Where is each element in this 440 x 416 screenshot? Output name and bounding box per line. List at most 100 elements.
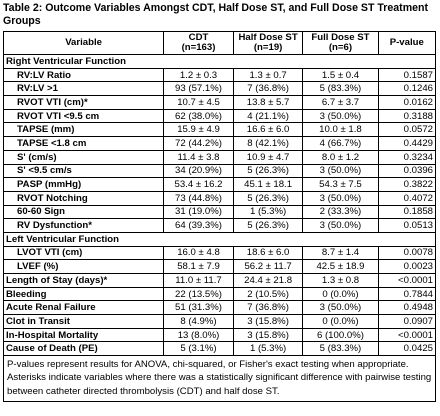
cell-half-dose: 18.6 ± 6.0 <box>232 245 304 261</box>
table-row: Clot in Transit 8 (4.9%) 3 (15.8%) 0 (0.… <box>2 314 437 329</box>
cell-cdt: 11.0 ± 11.7 <box>163 273 234 288</box>
header-cdt: CDT (n=163) <box>163 31 234 55</box>
cell-cdt: 64 (39.3%) <box>163 218 234 233</box>
header-half-dose-n: (n=19) <box>253 42 283 53</box>
cell-half-dose: 8 (42.1%) <box>232 136 304 151</box>
cell-full-dose: 8.7 ± 1.4 <box>302 245 379 261</box>
cell-p-value: 0.0425 <box>377 341 437 357</box>
row-label: TAPSE (mm) <box>2 122 165 138</box>
cell-full-dose: 1.5 ± 0.4 <box>302 67 379 83</box>
table-row: S' <9.5 cm/s 34 (20.9%) 5 (26.3%) 3 (50.… <box>2 163 437 179</box>
row-label: RV:LV >1 <box>2 81 165 97</box>
cell-half-dose: 16.6 ± 6.0 <box>232 122 304 138</box>
row-label: RVOT VTI (cm)* <box>2 95 165 110</box>
cell-full-dose: 3 (50.0%) <box>302 218 379 233</box>
cell-p-value: 0.0023 <box>377 259 437 274</box>
cell-cdt: 34 (20.9%) <box>163 163 234 179</box>
table-row: RVOT Notching 73 (44.8%) 5 (26.3%) 3 (50… <box>2 190 437 206</box>
table-row: In-Hospital Mortality 13 (8.0%) 3 (15.8%… <box>2 327 437 343</box>
row-label: Acute Renal Failure <box>2 300 165 316</box>
cell-p-value: <0.0001 <box>377 327 437 343</box>
row-label: In-Hospital Mortality <box>2 327 165 343</box>
row-label: RV Dysfunction* <box>2 218 165 233</box>
cell-half-dose: 3 (15.8%) <box>232 314 304 329</box>
cell-half-dose: 5 (26.3%) <box>232 163 304 179</box>
cell-half-dose: 45.1 ± 18.1 <box>232 177 304 192</box>
cell-cdt: 16.0 ± 4.8 <box>163 245 234 261</box>
table-row: Cause of Death (PE) 5 (3.1%) 1 (5.3%) 5 … <box>2 341 437 357</box>
cell-cdt: 13 (8.0%) <box>163 327 234 343</box>
cell-full-dose: 10.0 ± 1.8 <box>302 122 379 138</box>
header-full-dose-n: (n=6) <box>328 42 353 53</box>
cell-p-value: 0.0572 <box>377 122 437 138</box>
table-row: LVOT VTI (cm) 16.0 ± 4.8 18.6 ± 6.0 8.7 … <box>2 245 437 261</box>
cell-half-dose: 3 (15.8%) <box>232 327 304 343</box>
cell-full-dose: 3 (50.0%) <box>302 300 379 316</box>
cell-cdt: 31 (19.0%) <box>163 204 234 220</box>
cell-full-dose: 5 (83.3%) <box>302 81 379 97</box>
cell-p-value: 0.0907 <box>377 314 437 329</box>
cell-half-dose: 1 (5.3%) <box>232 341 304 357</box>
row-label: LVOT VTI (cm) <box>2 245 165 261</box>
cell-full-dose: 2 (33.3%) <box>302 204 379 220</box>
cell-cdt: 15.9 ± 4.9 <box>163 122 234 138</box>
cell-half-dose: 1 (5.3%) <box>232 204 304 220</box>
cell-full-dose: 0 (0.0%) <box>302 286 379 302</box>
header-cdt-n: (n=163) <box>181 42 216 53</box>
cell-cdt: 11.4 ± 3.8 <box>163 149 234 165</box>
cell-cdt: 62 (38.0%) <box>163 108 234 124</box>
cell-p-value: 0.0513 <box>377 218 437 233</box>
cell-half-dose: 56.2 ± 11.7 <box>232 259 304 274</box>
cell-full-dose: 6 (100.0%) <box>302 327 379 343</box>
table-row: RV Dysfunction* 64 (39.3%) 5 (26.3%) 3 (… <box>2 218 437 233</box>
cell-full-dose: 42.5 ± 18.9 <box>302 259 379 274</box>
cell-full-dose: 8.0 ± 1.2 <box>302 149 379 165</box>
table-row: RV:LV Ratio 1.2 ± 0.3 1.3 ± 0.7 1.5 ± 0.… <box>2 67 437 83</box>
table-row: PASP (mmHg) 53.4 ± 16.2 45.1 ± 18.1 54.3… <box>2 177 437 192</box>
cell-p-value: 0.0162 <box>377 95 437 110</box>
row-label: RV:LV Ratio <box>2 67 165 83</box>
table-row: 60-60 Sign 31 (19.0%) 1 (5.3%) 2 (33.3%)… <box>2 204 437 220</box>
cell-p-value: 0.0078 <box>377 245 437 261</box>
cell-half-dose: 24.4 ± 21.8 <box>232 273 304 288</box>
cell-half-dose: 7 (36.8%) <box>232 300 304 316</box>
cell-cdt: 51 (31.3%) <box>163 300 234 316</box>
cell-cdt: 53.4 ± 16.2 <box>163 177 234 192</box>
cell-p-value: 0.0396 <box>377 163 437 179</box>
row-label: Bleeding <box>2 286 165 302</box>
cell-p-value: 0.3822 <box>377 177 437 192</box>
cell-half-dose: 13.8 ± 5.7 <box>232 95 304 110</box>
table-row: Acute Renal Failure 51 (31.3%) 7 (36.8%)… <box>2 300 437 316</box>
row-label: RVOT VTI <9.5 cm <box>2 108 165 124</box>
section-heading-rv: Right Ventricular Function <box>3 54 436 69</box>
cell-cdt: 22 (13.5%) <box>163 286 234 302</box>
header-full-dose: Full Dose ST (n=6) <box>302 31 379 55</box>
header-row: Variable CDT (n=163) Half Dose ST (n=19)… <box>2 31 437 55</box>
cell-half-dose: 10.9 ± 4.7 <box>232 149 304 165</box>
table-caption: Table 2: Outcome Variables Amongst CDT, … <box>3 2 429 27</box>
cell-full-dose: 1.3 ± 0.8 <box>302 273 379 288</box>
cell-full-dose: 5 (83.3%) <box>302 341 379 357</box>
cell-full-dose: 3 (50.0%) <box>302 190 379 206</box>
table-row: TAPSE <1.8 cm 72 (44.2%) 8 (42.1%) 4 (66… <box>2 136 437 151</box>
cell-half-dose: 5 (26.3%) <box>232 190 304 206</box>
table-footnote: P-values represent results for ANOVA, ch… <box>3 356 436 403</box>
cell-p-value: 0.1858 <box>377 204 437 220</box>
cell-p-value: 0.3234 <box>377 149 437 165</box>
row-label: RVOT Notching <box>2 190 165 206</box>
section-heading-lv: Left Ventricular Function <box>3 231 436 247</box>
cell-p-value: 0.4429 <box>377 136 437 151</box>
table-row: Length of Stay (days)* 11.0 ± 11.7 24.4 … <box>2 273 437 288</box>
cell-cdt: 73 (44.8%) <box>163 190 234 206</box>
header-half-dose-name: Half Dose ST <box>238 31 298 43</box>
outcome-table: Variable CDT (n=163) Half Dose ST (n=19)… <box>2 31 437 357</box>
cell-cdt: 58.1 ± 7.9 <box>163 259 234 274</box>
table-row: S' (cm/s) 11.4 ± 3.8 10.9 ± 4.7 8.0 ± 1.… <box>2 149 437 165</box>
cell-half-dose: 1.3 ± 0.7 <box>232 67 304 83</box>
cell-cdt: 5 (3.1%) <box>163 341 234 357</box>
cell-full-dose: 54.3 ± 7.5 <box>302 177 379 192</box>
table-row: LVEF (%) 58.1 ± 7.9 56.2 ± 11.7 42.5 ± 1… <box>2 259 437 274</box>
header-half-dose: Half Dose ST (n=19) <box>232 31 304 55</box>
cell-half-dose: 7 (36.8%) <box>232 81 304 97</box>
cell-p-value: 0.7844 <box>377 286 437 302</box>
